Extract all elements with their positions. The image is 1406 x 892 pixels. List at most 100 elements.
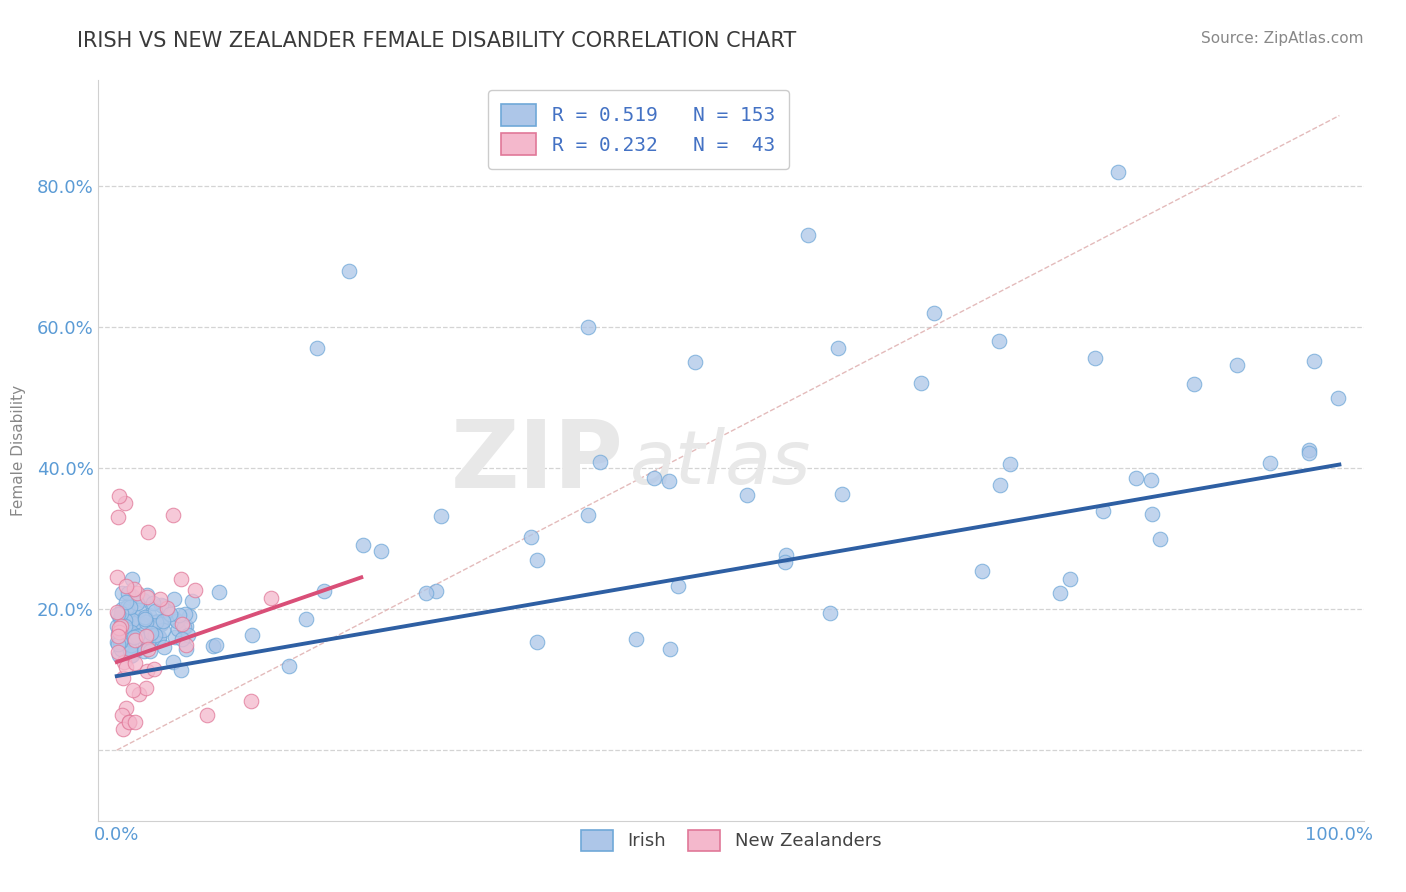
Point bbox=[105, 605, 128, 619]
Point bbox=[520, 530, 543, 544]
Point bbox=[148, 630, 170, 644]
Point bbox=[1107, 165, 1129, 179]
Point bbox=[143, 628, 166, 642]
Point bbox=[1149, 532, 1171, 546]
Point bbox=[114, 619, 136, 633]
Point bbox=[138, 607, 160, 622]
Point bbox=[685, 355, 707, 369]
Point bbox=[152, 599, 174, 613]
Point bbox=[121, 648, 143, 663]
Point bbox=[115, 660, 138, 674]
Point bbox=[988, 478, 1011, 492]
Point bbox=[125, 610, 148, 624]
Point bbox=[110, 606, 132, 620]
Point bbox=[108, 635, 131, 649]
Point bbox=[260, 591, 283, 605]
Point bbox=[105, 619, 128, 633]
Point bbox=[166, 615, 188, 629]
Point bbox=[135, 681, 157, 696]
Point bbox=[122, 582, 145, 596]
Point bbox=[110, 633, 132, 648]
Point bbox=[165, 630, 187, 644]
Point bbox=[122, 682, 145, 697]
Point bbox=[576, 508, 599, 522]
Point bbox=[162, 508, 184, 522]
Point bbox=[128, 687, 150, 701]
Point bbox=[149, 598, 172, 612]
Point bbox=[922, 306, 945, 320]
Point bbox=[201, 640, 224, 654]
Point bbox=[141, 625, 163, 640]
Point bbox=[120, 631, 142, 645]
Text: atlas: atlas bbox=[630, 427, 811, 499]
Point bbox=[998, 457, 1021, 471]
Point bbox=[148, 614, 170, 628]
Point bbox=[169, 607, 191, 622]
Text: ZIP: ZIP bbox=[451, 416, 623, 508]
Point bbox=[170, 617, 193, 632]
Point bbox=[910, 376, 932, 391]
Point bbox=[107, 510, 129, 524]
Point bbox=[115, 595, 138, 609]
Point bbox=[163, 612, 186, 626]
Point bbox=[121, 589, 143, 603]
Point bbox=[163, 592, 186, 607]
Point bbox=[1059, 572, 1081, 586]
Y-axis label: Female Disability: Female Disability bbox=[11, 384, 25, 516]
Point bbox=[120, 638, 142, 652]
Point bbox=[117, 604, 139, 618]
Point bbox=[174, 619, 197, 633]
Point bbox=[159, 607, 181, 621]
Point bbox=[1084, 351, 1107, 365]
Point bbox=[1140, 507, 1163, 521]
Point bbox=[430, 509, 453, 524]
Point bbox=[195, 707, 218, 722]
Point bbox=[136, 629, 159, 643]
Point bbox=[162, 655, 184, 669]
Point bbox=[177, 609, 200, 624]
Point bbox=[972, 564, 994, 578]
Point bbox=[114, 617, 136, 632]
Point bbox=[129, 616, 152, 631]
Point bbox=[576, 320, 599, 334]
Point bbox=[111, 586, 134, 600]
Point bbox=[120, 617, 142, 632]
Point bbox=[1298, 446, 1320, 460]
Point bbox=[111, 722, 134, 736]
Point bbox=[156, 603, 179, 617]
Point bbox=[425, 584, 447, 599]
Point bbox=[135, 591, 157, 605]
Point bbox=[1092, 504, 1115, 518]
Point bbox=[134, 609, 156, 624]
Point bbox=[145, 604, 167, 618]
Point bbox=[134, 612, 156, 626]
Point bbox=[1049, 586, 1071, 600]
Point bbox=[110, 619, 132, 633]
Point bbox=[110, 627, 132, 641]
Point bbox=[120, 600, 142, 615]
Text: IRISH VS NEW ZEALANDER FEMALE DISABILITY CORRELATION CHART: IRISH VS NEW ZEALANDER FEMALE DISABILITY… bbox=[77, 31, 797, 51]
Point bbox=[136, 524, 159, 539]
Point bbox=[352, 538, 374, 552]
Point bbox=[115, 599, 138, 614]
Point bbox=[1303, 354, 1326, 368]
Text: Source: ZipAtlas.com: Source: ZipAtlas.com bbox=[1201, 31, 1364, 46]
Point bbox=[108, 622, 131, 636]
Point bbox=[107, 637, 129, 651]
Point bbox=[205, 639, 228, 653]
Point bbox=[107, 624, 129, 639]
Point bbox=[149, 591, 172, 606]
Point bbox=[124, 633, 146, 648]
Point bbox=[124, 656, 146, 670]
Point bbox=[125, 629, 148, 643]
Point bbox=[1258, 456, 1281, 470]
Point bbox=[135, 615, 157, 629]
Point bbox=[111, 671, 134, 685]
Point bbox=[135, 628, 157, 642]
Point bbox=[797, 228, 820, 243]
Point bbox=[295, 612, 318, 626]
Point bbox=[112, 655, 135, 669]
Point bbox=[181, 594, 204, 608]
Point bbox=[122, 615, 145, 629]
Point bbox=[110, 609, 132, 624]
